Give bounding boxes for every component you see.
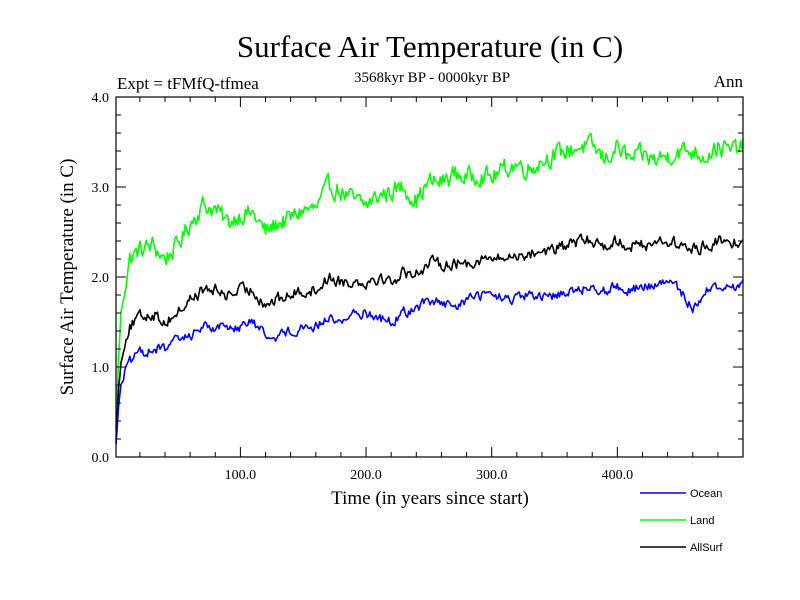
chart-subtitle-center: 3568kyr BP - 0000kyr BP xyxy=(354,70,510,86)
series-line-land xyxy=(115,132,744,429)
y-tick-label: 2.0 xyxy=(92,271,110,286)
chart-title: Surface Air Temperature (in C) xyxy=(237,29,623,64)
y-tick-label: 4.0 xyxy=(92,91,110,106)
plot-frame xyxy=(115,96,744,458)
y-tick-label: 1.0 xyxy=(92,361,110,376)
legend-label-ocean: Ocean xyxy=(690,488,722,500)
axis-ticks xyxy=(116,97,743,457)
y-tick-label: 3.0 xyxy=(92,181,110,196)
legend: Ocean Land AllSurf xyxy=(640,488,723,554)
x-tick-label: 200.0 xyxy=(350,468,382,483)
x-tick-label: 400.0 xyxy=(602,468,634,483)
chart-subtitle-left: Expt = tFMfQ-tfmea xyxy=(117,74,259,93)
x-axis-label: Time (in years since start) xyxy=(331,488,529,509)
series-line-ocean xyxy=(115,279,744,445)
tick-labels: 100.0 200.0 300.0 400.0 0.0 1.0 2.0 3.0 4.0 xyxy=(92,91,634,483)
y-axis-label: Surface Air Temperature (in C) xyxy=(57,159,78,396)
plot-lines xyxy=(115,132,744,445)
series-line-allsurf xyxy=(115,233,744,441)
y-tick-label: 0.0 xyxy=(92,451,110,466)
chart-subtitle-right: Ann xyxy=(714,72,744,91)
x-tick-label: 100.0 xyxy=(225,468,257,483)
legend-label-land: Land xyxy=(690,515,714,527)
x-tick-label: 300.0 xyxy=(476,468,508,483)
legend-label-allsurf: AllSurf xyxy=(690,542,723,554)
